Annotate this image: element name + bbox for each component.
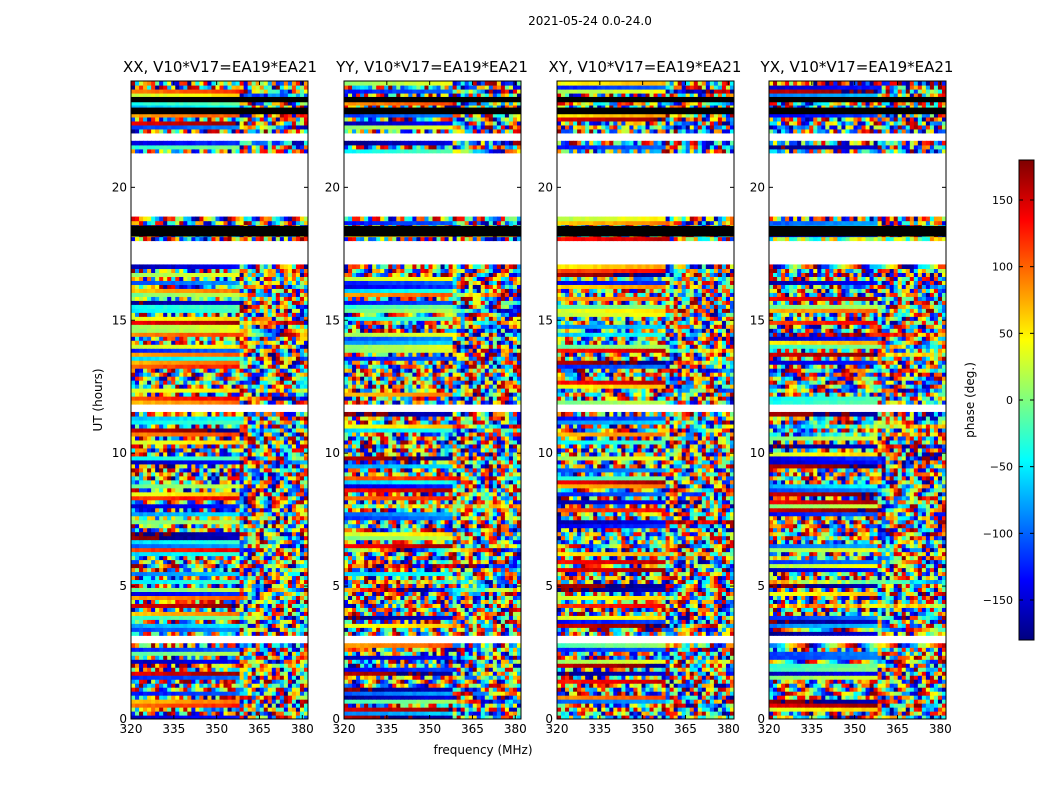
y-tick-label: 20 — [325, 180, 340, 194]
colorbar-tick-label: 100 — [992, 261, 1013, 274]
phase-image-xy — [557, 81, 734, 719]
panel-title-xx: XX, V10*V17=EA19*EA21 — [100, 58, 340, 76]
y-tick-label: 15 — [325, 313, 340, 327]
panel-frame-xy — [556, 80, 735, 720]
colorbar-tick-label: 50 — [999, 327, 1013, 340]
panel-title-xy: XY, V10*V17=EA19*EA21 — [525, 58, 765, 76]
flagged-band-1 — [131, 107, 308, 115]
y-tick-label: 5 — [119, 579, 127, 593]
flagged-band-2 — [344, 96, 521, 103]
x-tick-label: 320 — [758, 722, 781, 736]
x-tick-label: 380 — [291, 722, 314, 736]
x-tick-label: 365 — [886, 722, 909, 736]
panel-title-yx: YX, V10*V17=EA19*EA21 — [737, 58, 977, 76]
y-tick-label: 0 — [545, 712, 553, 726]
x-tick-label: 320 — [546, 722, 569, 736]
flagged-band-0 — [557, 225, 734, 237]
y-tick-label: 15 — [112, 313, 127, 327]
x-tick-label: 335 — [375, 722, 398, 736]
y-tick-label: 0 — [119, 712, 127, 726]
colorbar-label: phase (deg.) — [963, 362, 977, 438]
x-tick-label: 365 — [674, 722, 697, 736]
x-tick-label: 335 — [162, 722, 185, 736]
x-tick-label: 335 — [588, 722, 611, 736]
y-tick-label: 20 — [750, 180, 765, 194]
y-tick-label: 10 — [538, 446, 553, 460]
flagged-band-2 — [769, 96, 946, 103]
y-tick-label: 0 — [757, 712, 765, 726]
x-tick-label: 350 — [843, 722, 866, 736]
flagged-band-2 — [131, 96, 308, 103]
y-tick-label: 10 — [112, 446, 127, 460]
flagged-band-0 — [769, 225, 946, 237]
colorbar-tick-label: −50 — [990, 461, 1013, 474]
y-axis-label: UT (hours) — [91, 368, 105, 431]
colorbar-tick-label: 150 — [992, 194, 1013, 207]
x-tick-label: 365 — [248, 722, 271, 736]
colorbar-tick-label: −150 — [983, 594, 1013, 607]
figure-title: 2021-05-24 0.0-24.0 — [0, 14, 1050, 28]
y-tick-label: 5 — [545, 579, 553, 593]
panel-frame-yy — [343, 80, 522, 720]
panel-title-yy: YY, V10*V17=EA19*EA21 — [312, 58, 552, 76]
panel-frame-yx — [768, 80, 947, 720]
y-tick-label: 15 — [750, 313, 765, 327]
flagged-band-1 — [344, 107, 521, 115]
x-tick-label: 365 — [461, 722, 484, 736]
phase-image-yy — [344, 81, 521, 719]
phase-image-yx — [769, 81, 946, 719]
x-tick-label: 350 — [205, 722, 228, 736]
colorbar-tick-label: −100 — [983, 527, 1013, 540]
y-tick-label: 10 — [750, 446, 765, 460]
flagged-band-0 — [344, 225, 521, 237]
y-tick-label: 10 — [325, 446, 340, 460]
y-tick-label: 0 — [332, 712, 340, 726]
panel-frame-xx — [130, 80, 309, 720]
x-tick-label: 380 — [504, 722, 527, 736]
x-tick-label: 335 — [800, 722, 823, 736]
x-tick-label: 380 — [717, 722, 740, 736]
x-tick-label: 320 — [333, 722, 356, 736]
y-tick-label: 20 — [112, 180, 127, 194]
flagged-band-1 — [557, 107, 734, 115]
x-tick-label: 350 — [418, 722, 441, 736]
x-tick-label: 380 — [929, 722, 952, 736]
flagged-band-0 — [131, 225, 308, 237]
flagged-band-1 — [769, 107, 946, 115]
x-tick-label: 320 — [120, 722, 143, 736]
y-tick-label: 15 — [538, 313, 553, 327]
y-tick-label: 5 — [757, 579, 765, 593]
y-tick-label: 20 — [538, 180, 553, 194]
x-axis-label: frequency (MHz) — [383, 743, 583, 757]
x-tick-label: 350 — [631, 722, 654, 736]
colorbar-tick-label: 0 — [1006, 394, 1013, 407]
y-tick-label: 5 — [332, 579, 340, 593]
flagged-band-2 — [557, 96, 734, 103]
phase-image-xx — [131, 81, 308, 719]
